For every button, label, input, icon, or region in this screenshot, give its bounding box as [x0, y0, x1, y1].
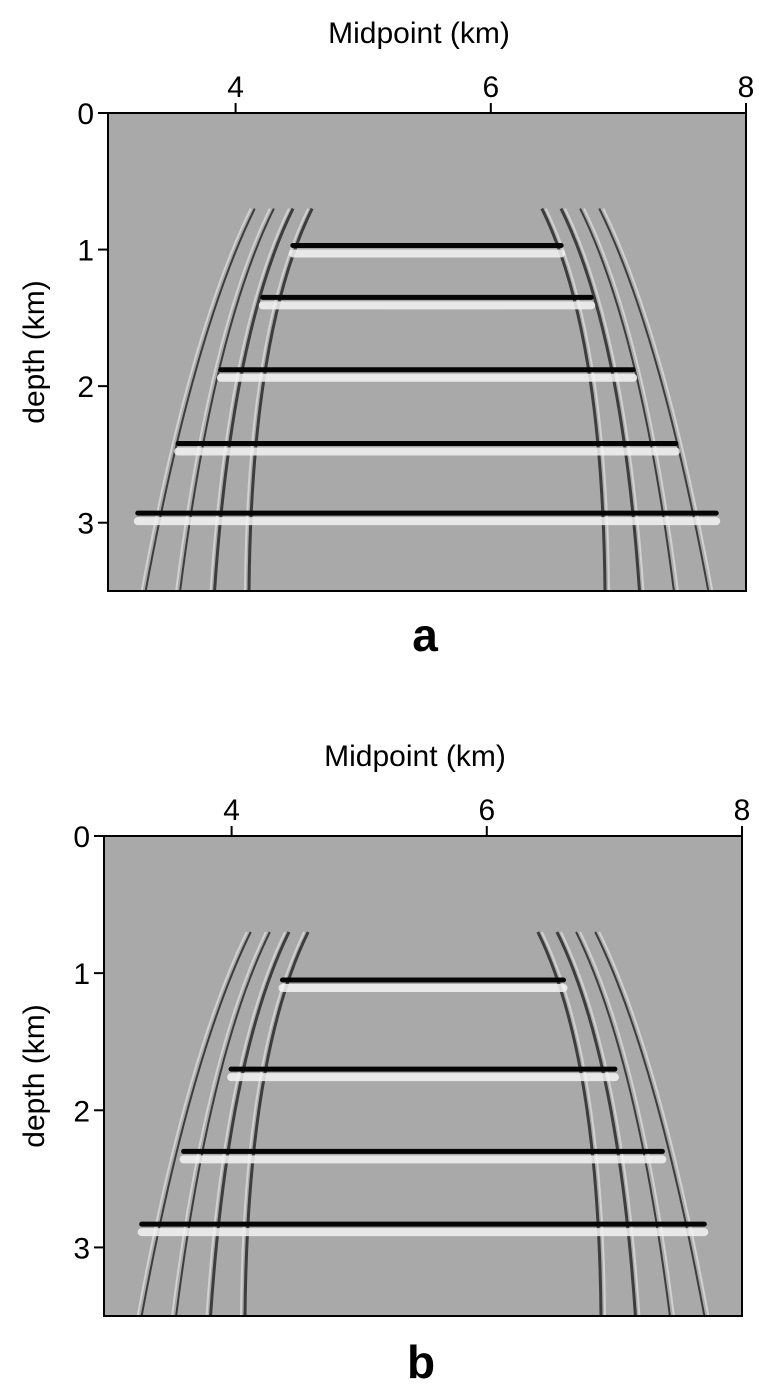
x-tick-label: 8: [738, 71, 755, 104]
y-axis-label: depth (km): [18, 1004, 51, 1147]
y-tick-label: 1: [77, 235, 94, 268]
y-axis-label: depth (km): [18, 280, 51, 423]
panel: 4 6 8 0 1 2 3 Midpoint (km) depth (km) a: [18, 17, 754, 661]
x-tick-label: 8: [734, 794, 751, 827]
panel: 4 6 8 0 1 2 3 Midpoint (km) depth (km) b: [18, 740, 750, 1385]
x-axis-label: Midpoint (km): [324, 740, 506, 773]
y-tick-label: 0: [77, 98, 94, 131]
x-axis-label: Midpoint (km): [328, 17, 510, 50]
x-tick-label: 6: [482, 71, 499, 104]
figure: 4 6 8 0 1 2 3 Midpoint (km) depth (km) a 4 6 8 0 1 2 3 Mi…: [0, 0, 759, 1385]
x-tick-label: 4: [223, 794, 240, 827]
x-tick-label: 4: [227, 71, 244, 104]
panel-caption: a: [412, 609, 438, 661]
y-tick-label: 2: [77, 371, 94, 404]
x-tick-label: 6: [478, 794, 495, 827]
y-tick-label: 1: [73, 958, 90, 991]
y-tick-label: 3: [77, 508, 94, 541]
panel-caption: b: [407, 1336, 435, 1385]
y-tick-label: 3: [73, 1232, 90, 1265]
y-tick-label: 2: [73, 1095, 90, 1128]
y-tick-label: 0: [73, 821, 90, 854]
